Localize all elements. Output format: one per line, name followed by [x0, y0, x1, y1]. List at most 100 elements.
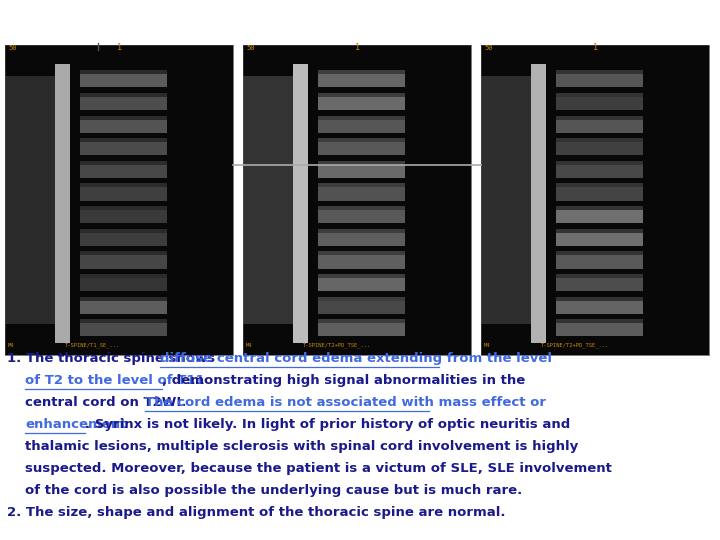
Bar [318, 255, 405, 268]
Bar [80, 274, 167, 278]
Bar [80, 206, 167, 210]
Bar [557, 301, 643, 314]
Bar [80, 187, 167, 201]
Bar [318, 161, 405, 165]
Bar [5, 45, 233, 355]
Text: of the cord is also possible the underlying cause but is much rare.: of the cord is also possible the underly… [25, 484, 522, 497]
Text: . Syrinx is not likely. In light of prior history of optic neuritis and: . Syrinx is not likely. In light of prio… [85, 418, 570, 431]
Bar [55, 64, 70, 342]
Text: M4: M4 [484, 343, 490, 348]
Bar [318, 233, 405, 246]
Bar [318, 75, 405, 87]
Bar [557, 161, 643, 165]
Bar [557, 97, 643, 110]
Bar [318, 116, 405, 119]
Bar [318, 319, 405, 323]
Bar [557, 75, 643, 87]
Bar [243, 76, 300, 324]
Bar [318, 228, 405, 233]
Bar [80, 228, 167, 233]
Bar [557, 187, 643, 201]
Text: 1: 1 [593, 43, 598, 52]
Text: M4: M4 [8, 343, 14, 348]
Bar [80, 138, 167, 142]
Bar [80, 142, 167, 156]
Bar [557, 210, 643, 223]
Bar [243, 45, 471, 355]
Bar [557, 296, 643, 301]
Bar [5, 76, 62, 324]
Bar [318, 296, 405, 301]
Bar [80, 75, 167, 87]
Bar [80, 251, 167, 255]
Bar [557, 119, 643, 133]
Bar [557, 138, 643, 142]
Text: 2. The size, shape and alignment of the thoracic spine are normal.: 2. The size, shape and alignment of the … [7, 506, 505, 519]
Text: T-SPINE/T1_SE_...: T-SPINE/T1_SE_... [65, 342, 120, 348]
Text: suspected. Moreover, because the patient is a victum of SLE, SLE involvement: suspected. Moreover, because the patient… [25, 462, 612, 475]
Bar [80, 184, 167, 187]
Bar [80, 210, 167, 223]
Bar [557, 233, 643, 246]
Text: central cord on T2WI.: central cord on T2WI. [25, 396, 191, 409]
Text: T-SPINE/T2+PD_TSE_...: T-SPINE/T2+PD_TSE_... [303, 342, 372, 348]
Bar [318, 184, 405, 187]
Bar [80, 116, 167, 119]
Bar [318, 97, 405, 110]
Bar [481, 45, 709, 355]
Text: 50: 50 [484, 45, 492, 51]
Text: 1: 1 [354, 43, 359, 52]
Bar [557, 116, 643, 119]
Bar [318, 301, 405, 314]
Bar [318, 251, 405, 255]
Bar [557, 142, 643, 156]
Bar [557, 274, 643, 278]
Bar [318, 187, 405, 201]
Bar [318, 278, 405, 291]
Bar [557, 251, 643, 255]
Bar [80, 278, 167, 291]
Bar [318, 142, 405, 156]
Bar [557, 184, 643, 187]
Bar [318, 274, 405, 278]
Bar [80, 97, 167, 110]
Bar [80, 319, 167, 323]
Bar [243, 45, 471, 355]
Bar [318, 165, 405, 178]
Bar [318, 70, 405, 75]
Bar [80, 161, 167, 165]
Text: of T2 to the level of T11: of T2 to the level of T11 [25, 374, 204, 387]
Bar [557, 206, 643, 210]
Bar [80, 323, 167, 336]
Text: , demonstrating high signal abnormalities in the: , demonstrating high signal abnormalitie… [161, 374, 525, 387]
Bar [318, 93, 405, 97]
Bar [80, 296, 167, 301]
Bar [557, 70, 643, 75]
Bar [557, 319, 643, 323]
Bar [80, 119, 167, 133]
Text: 1: 1 [117, 43, 122, 52]
Text: thalamic lesions, multiple sclerosis with spinal cord involvement is highly: thalamic lesions, multiple sclerosis wit… [25, 440, 578, 453]
Bar [80, 255, 167, 268]
Bar [318, 206, 405, 210]
Bar [557, 165, 643, 178]
Text: diffuse central cord edema extending from the level: diffuse central cord edema extending fro… [160, 352, 552, 365]
Bar [557, 93, 643, 97]
Bar [557, 228, 643, 233]
Text: T-SPINE/T2+PD_TSE_...: T-SPINE/T2+PD_TSE_... [541, 342, 609, 348]
Text: M4: M4 [246, 343, 253, 348]
Text: 50: 50 [8, 45, 17, 51]
Bar [557, 255, 643, 268]
Bar [80, 70, 167, 75]
Bar [5, 45, 233, 355]
Text: enhancement: enhancement [25, 418, 127, 431]
Text: The cord edema is not associated with mass effect or: The cord edema is not associated with ma… [145, 396, 546, 409]
Bar [318, 323, 405, 336]
Text: 50: 50 [246, 45, 254, 51]
Bar [318, 119, 405, 133]
Bar [80, 233, 167, 246]
Bar [80, 93, 167, 97]
Bar [318, 138, 405, 142]
Bar [557, 278, 643, 291]
Bar [481, 45, 709, 355]
